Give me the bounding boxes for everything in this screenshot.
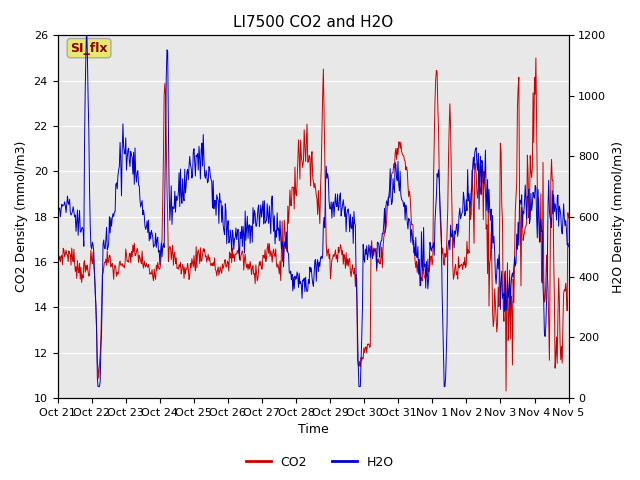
- H2O: [83, 24, 90, 30]
- H2O: [376, 242, 384, 248]
- H2O: [564, 244, 572, 250]
- H2O: [63, 201, 70, 207]
- CO2: [502, 388, 510, 394]
- H2O: [117, 159, 125, 165]
- CO2: [390, 161, 397, 167]
- H2O: [391, 160, 399, 166]
- Line: H2O: H2O: [58, 27, 568, 386]
- X-axis label: Time: Time: [298, 423, 328, 436]
- CO2: [63, 252, 70, 257]
- Legend: CO2, H2O: CO2, H2O: [241, 451, 399, 474]
- H2O: [94, 384, 102, 389]
- Y-axis label: H2O Density (mmol/m3): H2O Density (mmol/m3): [612, 141, 625, 293]
- Text: SI_flx: SI_flx: [70, 42, 108, 55]
- H2O: [54, 221, 61, 227]
- CO2: [54, 250, 61, 255]
- H2O: [169, 204, 177, 210]
- CO2: [564, 215, 572, 221]
- Title: LI7500 CO2 and H2O: LI7500 CO2 and H2O: [233, 15, 393, 30]
- CO2: [168, 257, 175, 263]
- CO2: [195, 247, 202, 253]
- Y-axis label: CO2 Density (mmol/m3): CO2 Density (mmol/m3): [15, 141, 28, 292]
- CO2: [375, 256, 383, 262]
- Line: CO2: CO2: [58, 58, 568, 391]
- CO2: [116, 260, 124, 266]
- H2O: [196, 155, 204, 161]
- CO2: [532, 55, 540, 61]
